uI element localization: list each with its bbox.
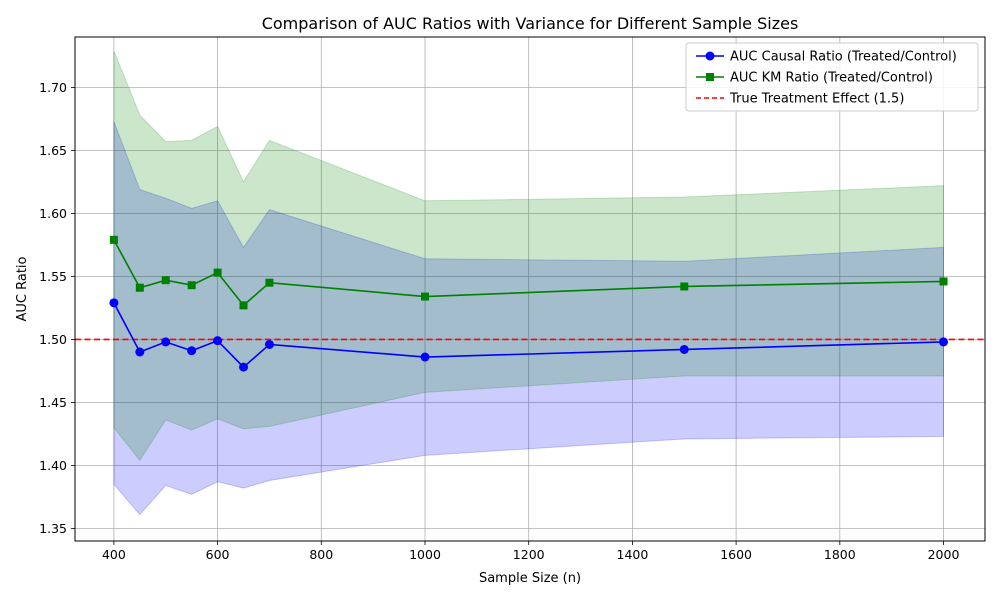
point-km: [239, 301, 248, 310]
x-tick-label: 800: [309, 547, 333, 562]
series-line-km: [113, 239, 944, 307]
point-km: [213, 268, 222, 277]
y-tick-label: 1.50: [39, 332, 67, 347]
x-tick-label: 1600: [720, 547, 752, 562]
x-axis-title: Sample Size (n): [479, 571, 581, 586]
point-causal: [109, 298, 119, 308]
series-layer: [109, 235, 949, 372]
x-tick-label: 600: [206, 547, 230, 562]
x-tick-label: 1800: [824, 547, 856, 562]
y-tick-label: 1.65: [39, 143, 67, 158]
point-causal: [679, 344, 689, 354]
point-causal: [939, 337, 949, 347]
grid: [75, 37, 985, 541]
point-km: [421, 292, 429, 301]
x-tick-label: 1000: [409, 547, 441, 562]
legend-km-marker: [706, 73, 714, 81]
y-tick-label: 1.60: [39, 206, 67, 221]
point-km: [680, 282, 689, 291]
legend-reference-label: True Treatment Effect (1.5): [729, 92, 904, 107]
x-tick-label: 1400: [617, 547, 649, 562]
variance-band-causal: [113, 121, 945, 516]
variance-bands: [113, 50, 945, 516]
variance-band-km: [113, 50, 945, 462]
x-tick-label: 1200: [513, 547, 545, 562]
y-tick-label: 1.45: [39, 395, 67, 410]
legend-causal-label: AUC Causal Ratio (Treated/Control): [730, 50, 957, 65]
point-causal: [187, 346, 197, 356]
axis-ticks: 400 600 800 1000 1200 1400 1600 1800 2000 1.35 1.4…: [39, 80, 959, 562]
series-line-causal: [113, 302, 944, 369]
point-causal: [239, 362, 249, 372]
point-causal: [161, 337, 171, 347]
point-causal: [420, 352, 430, 362]
legend-box: [685, 42, 979, 112]
point-km: [939, 277, 948, 286]
x-tick-label: 400: [102, 547, 126, 562]
plot-frame: [74, 36, 986, 542]
y-axis-title: AUC Ratio: [15, 256, 30, 321]
x-tick-label: 2000: [928, 547, 960, 562]
point-causal: [264, 339, 274, 349]
chart-title: Comparison of AUC Ratios with Variance f…: [262, 14, 799, 33]
point-km: [109, 235, 118, 244]
point-causal: [213, 336, 223, 346]
y-tick-label: 1.35: [39, 521, 67, 536]
y-tick-label: 1.55: [39, 269, 67, 284]
point-km: [265, 278, 274, 287]
point-km: [187, 281, 196, 290]
legend-km-label: AUC KM Ratio (Treated/Control): [730, 71, 933, 86]
legend: AUC Causal Ratio (Treated/Control) AUC K…: [685, 42, 979, 112]
y-tick-label: 1.70: [39, 80, 67, 95]
legend-causal-marker: [705, 51, 715, 61]
y-tick-label: 1.40: [39, 458, 67, 473]
point-causal: [135, 347, 145, 357]
point-km: [161, 276, 170, 285]
point-km: [135, 283, 144, 292]
